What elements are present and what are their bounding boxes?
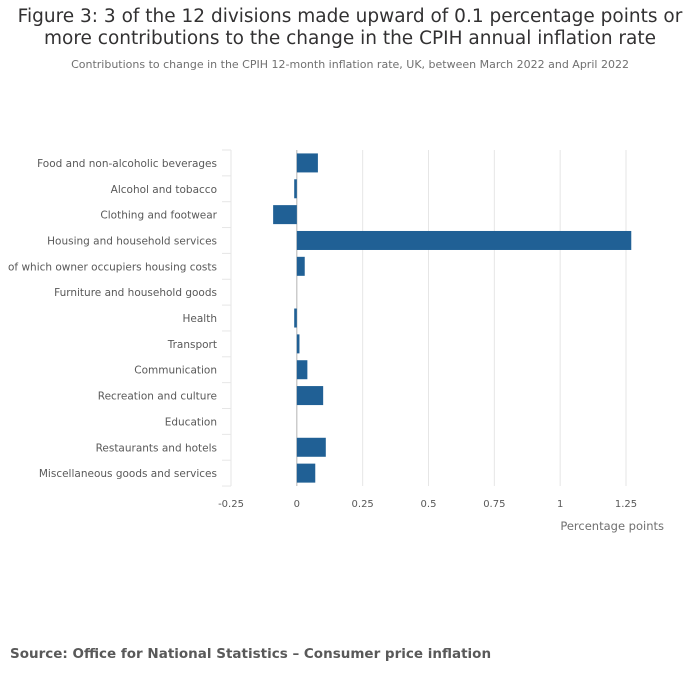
bar [294, 308, 297, 328]
category-label: Clothing and footwear [100, 210, 217, 222]
category-label: Alcohol and tobacco [111, 184, 217, 196]
bar [296, 334, 300, 354]
category-label: Recreation and culture [98, 391, 217, 403]
bars [273, 153, 632, 483]
category-label: Health [183, 313, 217, 325]
chart-title: Figure 3: 3 of the 12 divisions made upw… [0, 6, 700, 50]
bar [296, 256, 305, 276]
bar [296, 463, 316, 483]
x-tick-label: 0.25 [352, 499, 374, 510]
category-label: Restaurants and hotels [96, 442, 217, 454]
bar [273, 205, 297, 225]
bar [296, 360, 308, 380]
x-tick-label: 0.75 [483, 499, 505, 510]
category-label: Miscellaneous goods and services [39, 468, 217, 480]
x-tick-label: 1.25 [615, 499, 637, 510]
bar [296, 153, 318, 173]
x-tick-labels: -0.25 0 0.25 0.5 0.75 1 1.25 [218, 499, 637, 510]
category-labels: Food and non-alcoholic beverages Alcohol … [8, 158, 218, 480]
x-tick-label: 0.5 [421, 499, 437, 510]
chart-title-line1: Figure 3: 3 of the 12 divisions made upw… [17, 6, 683, 27]
category-label: Furniture and household goods [54, 287, 217, 299]
grid-lines [222, 149, 627, 487]
x-tick-label: 1 [557, 499, 563, 510]
category-label: Housing and household services [47, 235, 217, 247]
x-tick-label: 0 [294, 499, 300, 510]
bar [294, 179, 297, 199]
category-label: Food and non-alcoholic beverages [37, 158, 217, 170]
x-axis-title: Percentage points [560, 519, 664, 533]
bar [296, 437, 326, 457]
category-label: of which owner occupiers housing costs [8, 261, 217, 273]
category-label: Education [165, 416, 217, 428]
category-label: Transport [167, 339, 217, 351]
chart-subtitle: Contributions to change in the CPIH 12-m… [71, 58, 629, 71]
x-tick-label: -0.25 [218, 499, 244, 510]
category-label: Communication [134, 365, 217, 377]
bar [296, 386, 324, 406]
bar [296, 230, 632, 250]
source-note: Source: Office for National Statistics –… [10, 646, 492, 662]
chart-title-line2: more contributions to the change in the … [43, 28, 657, 49]
